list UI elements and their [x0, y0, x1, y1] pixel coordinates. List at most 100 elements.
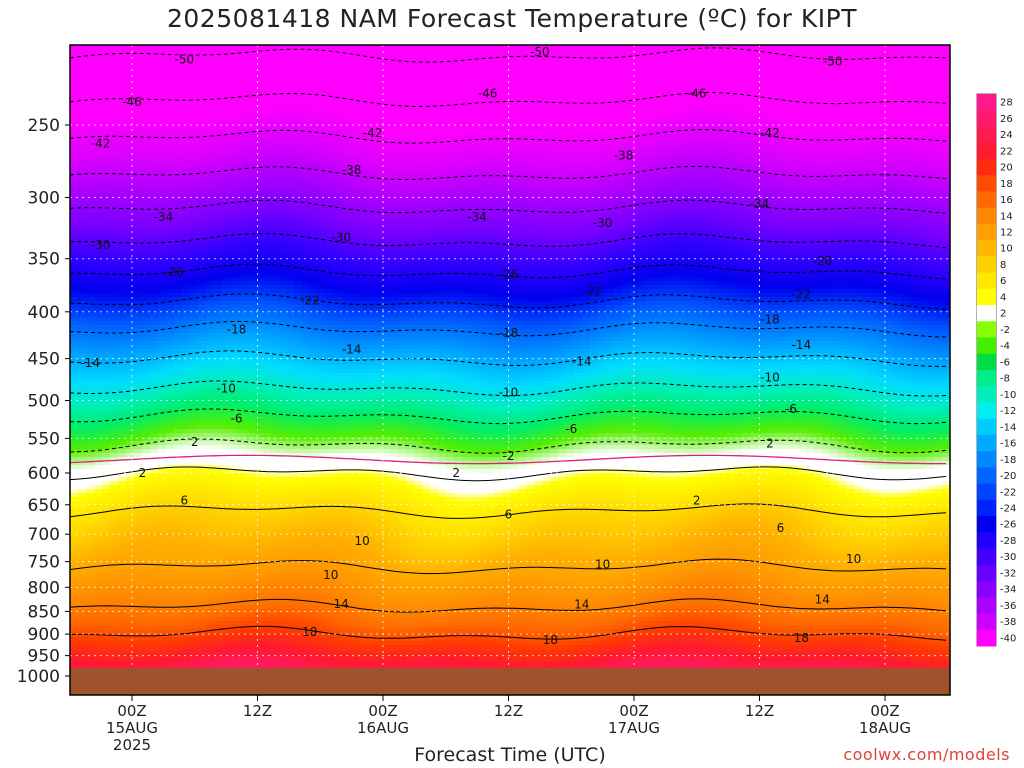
field-cell [118, 69, 127, 74]
field-cell [206, 613, 215, 618]
field-cell [94, 117, 103, 122]
field-cell [134, 621, 143, 626]
field-cell [142, 625, 151, 630]
field-cell [150, 641, 159, 646]
field-cell [70, 629, 79, 634]
field-cell [94, 641, 103, 646]
field-cell [102, 525, 111, 530]
field-cell [142, 49, 151, 54]
field-cell [310, 277, 319, 282]
field-cell [214, 577, 223, 582]
field-cell [278, 77, 287, 82]
field-cell [182, 485, 191, 490]
field-cell [262, 417, 271, 422]
field-cell [278, 593, 287, 598]
field-cell [302, 493, 311, 498]
field-cell [310, 281, 319, 286]
field-cell [78, 305, 87, 310]
field-cell [238, 465, 247, 470]
field-cell [310, 209, 319, 214]
field-cell [70, 109, 79, 114]
field-cell [246, 53, 255, 58]
field-cell [86, 593, 95, 598]
field-cell [230, 161, 239, 166]
field-cell [302, 121, 311, 126]
field-cell [198, 225, 207, 230]
field-cell [70, 545, 79, 550]
field-cell [134, 589, 143, 594]
field-cell [142, 381, 151, 386]
field-cell [198, 129, 207, 134]
field-cell [198, 473, 207, 478]
field-cell [198, 413, 207, 418]
field-cell [86, 489, 95, 494]
field-cell [118, 113, 127, 118]
field-cell [222, 241, 231, 246]
field-cell [142, 113, 151, 118]
field-cell [118, 637, 127, 642]
field-cell [310, 449, 319, 454]
field-cell [150, 421, 159, 426]
field-cell [310, 53, 319, 58]
field-cell [302, 569, 311, 574]
field-cell [222, 249, 231, 254]
field-cell [286, 421, 295, 426]
field-cell [158, 61, 167, 66]
field-cell [70, 645, 79, 650]
field-cell [198, 521, 207, 526]
field-cell [254, 53, 263, 58]
field-cell [190, 573, 199, 578]
field-cell [286, 545, 295, 550]
field-cell [286, 661, 295, 666]
field-cell [150, 153, 159, 158]
field-cell [278, 425, 287, 430]
field-cell [182, 537, 191, 542]
field-cell [262, 69, 271, 74]
field-cell [190, 333, 199, 338]
field-cell [110, 237, 119, 242]
field-cell [78, 569, 87, 574]
field-cell [126, 73, 135, 78]
field-cell [310, 137, 319, 142]
field-cell [174, 105, 183, 110]
field-cell [278, 357, 287, 362]
field-cell [310, 101, 319, 106]
field-cell [142, 433, 151, 438]
field-cell [190, 637, 199, 642]
field-cell [174, 441, 183, 446]
field-cell [158, 645, 167, 650]
field-cell [198, 145, 207, 150]
field-cell [238, 269, 247, 274]
field-cell [254, 417, 263, 422]
field-cell [142, 365, 151, 370]
field-cell [182, 589, 191, 594]
field-cell [262, 381, 271, 386]
field-cell [94, 77, 103, 82]
field-cell [238, 613, 247, 618]
field-cell [262, 209, 271, 214]
field-cell [286, 513, 295, 518]
field-cell [214, 325, 223, 330]
field-cell [150, 417, 159, 422]
field-cell [246, 253, 255, 258]
field-cell [174, 169, 183, 174]
field-cell [158, 445, 167, 450]
field-cell [70, 369, 79, 374]
field-cell [278, 349, 287, 354]
field-cell [230, 397, 239, 402]
field-cell [102, 453, 111, 458]
field-cell [174, 285, 183, 290]
field-cell [166, 401, 175, 406]
field-cell [230, 493, 239, 498]
field-cell [254, 361, 263, 366]
field-cell [102, 441, 111, 446]
field-cell [286, 89, 295, 94]
field-cell [294, 577, 303, 582]
field-cell [142, 81, 151, 86]
field-cell [174, 517, 183, 522]
field-cell [190, 645, 199, 650]
field-cell [206, 553, 215, 558]
field-cell [142, 353, 151, 358]
field-cell [86, 401, 95, 406]
field-cell [126, 281, 135, 286]
